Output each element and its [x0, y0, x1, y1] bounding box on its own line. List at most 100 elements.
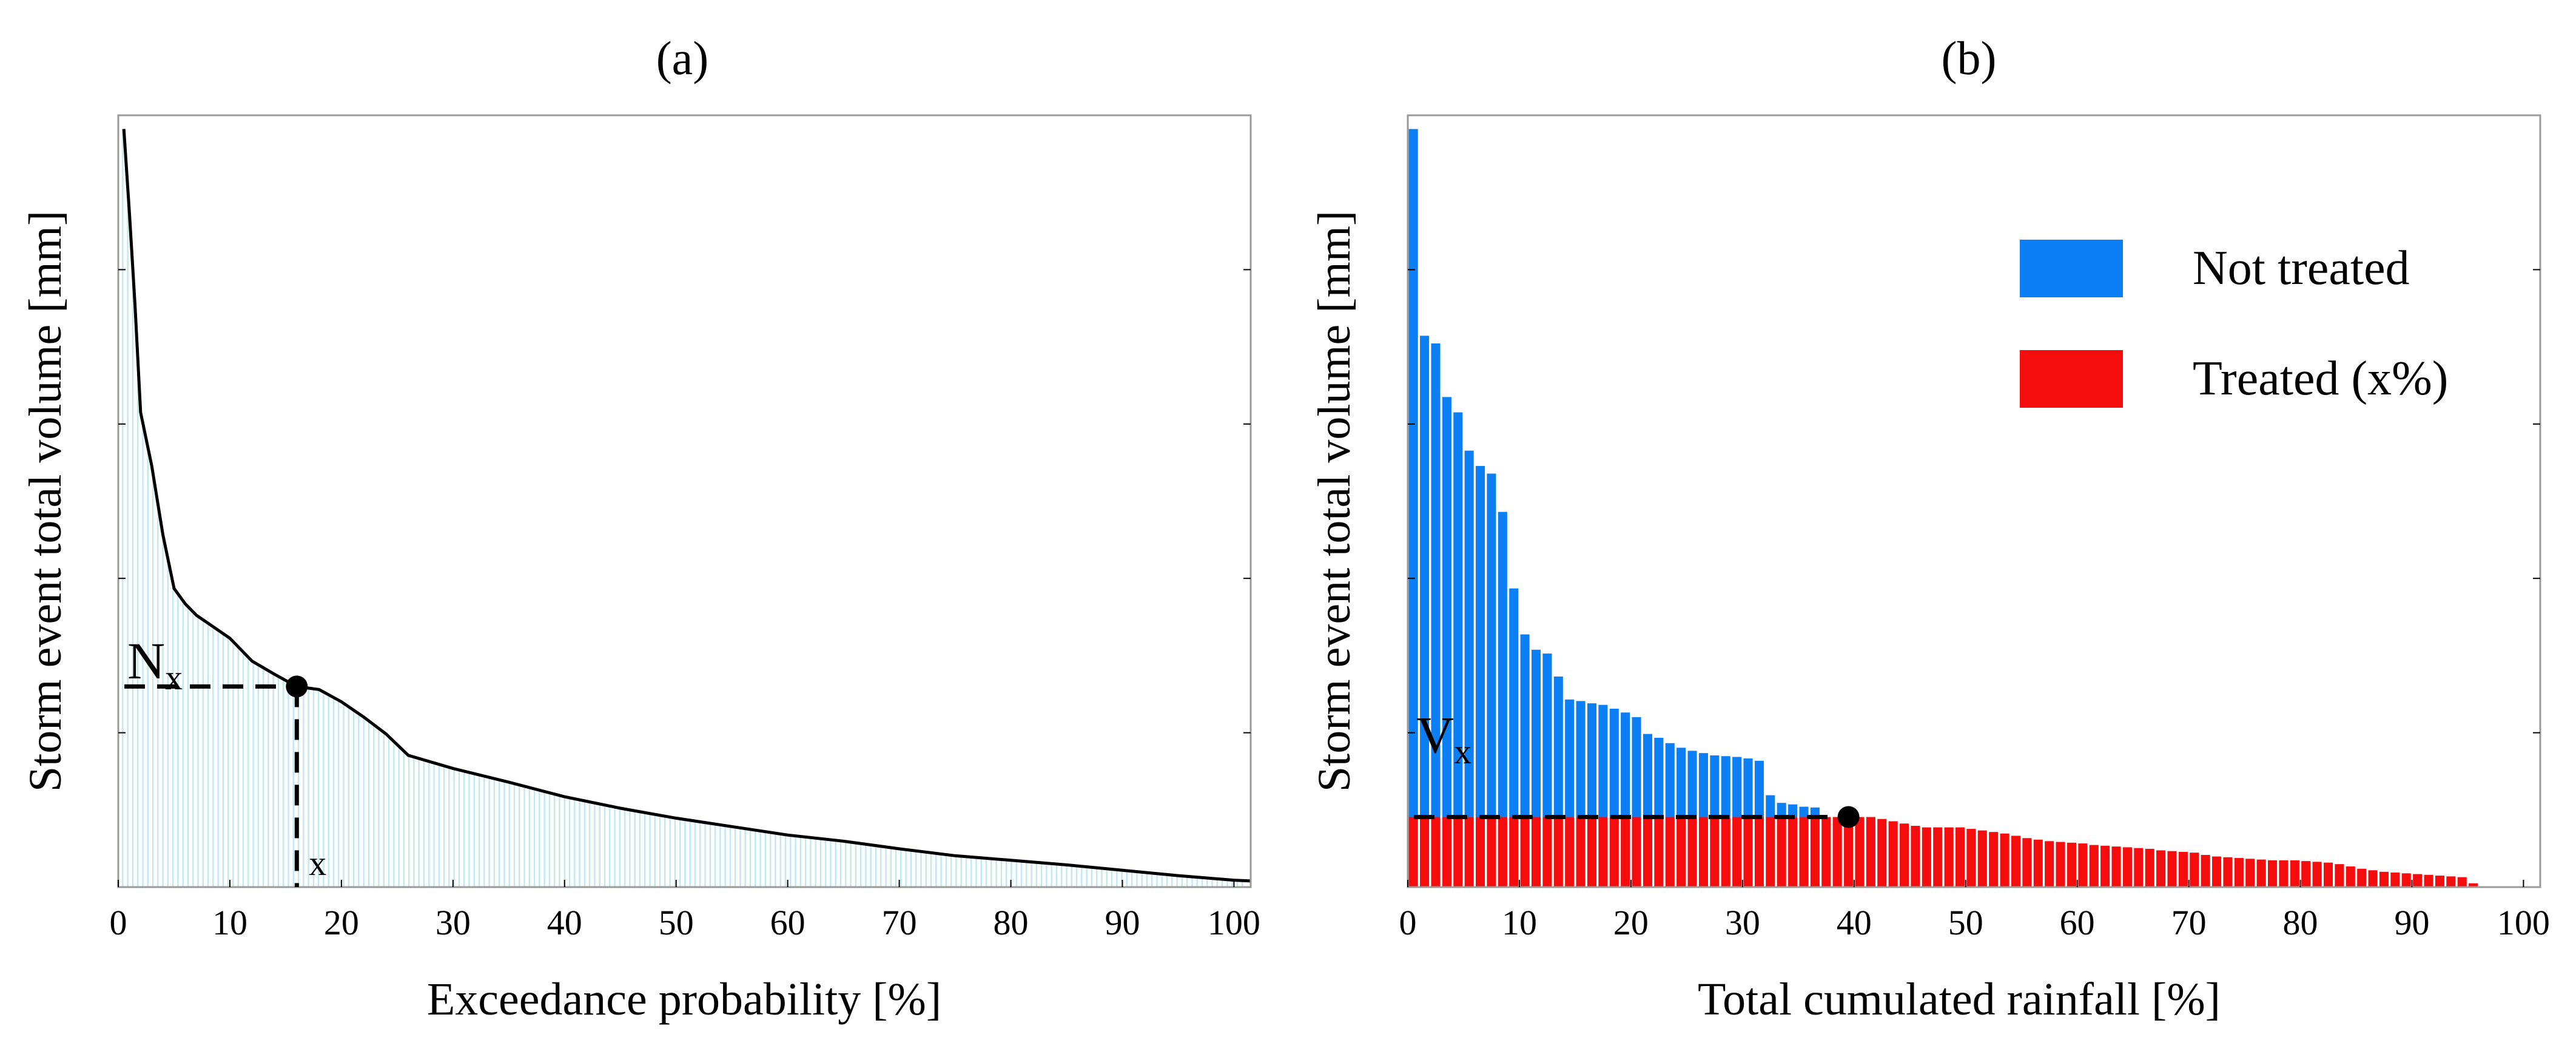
nx-label-main: N: [127, 632, 165, 690]
treated-bar-86: [2368, 870, 2378, 887]
treated-bar-92: [2435, 876, 2444, 887]
treated-bar-91: [2424, 874, 2433, 887]
not-treated-bar-5: [1464, 450, 1474, 817]
treated-bar-17: [1598, 817, 1608, 887]
treated-bar-2: [1431, 817, 1441, 887]
panel-b-title: (b): [1942, 32, 1997, 84]
treated-bar-55: [2022, 838, 2032, 887]
not-treated-bar-24: [1676, 748, 1686, 817]
treated-bar-94: [2457, 877, 2467, 887]
treated-bar-44: [1899, 823, 1909, 887]
x-tick-label-a-50: 50: [659, 903, 694, 942]
treated-bar-85: [2357, 868, 2367, 887]
treated-bar-81: [2312, 862, 2322, 887]
plot-frame-a: [117, 114, 1252, 888]
rainfall-bars: [1408, 129, 2478, 887]
x-tick-label-a-90: 90: [1105, 903, 1140, 942]
not-treated-bar-16: [1587, 703, 1597, 817]
not-treated-bar-0: [1408, 129, 1418, 817]
treated-bar-14: [1565, 817, 1575, 887]
treated-bar-88: [2390, 873, 2400, 887]
exceedance-bars: [122, 129, 1243, 887]
treated-bar-4: [1453, 817, 1463, 887]
treated-bar-74: [2234, 858, 2244, 887]
treated-bar-67: [2156, 850, 2166, 887]
x-tick-label-a-20: 20: [324, 903, 359, 942]
y-ticks-b: [1408, 269, 2540, 734]
x-tick-label-b-100: 100: [2497, 903, 2550, 942]
exceedance-curve: [122, 129, 1251, 883]
treated-bar-24: [1676, 817, 1686, 887]
x-tick-label-a-60: 60: [770, 903, 805, 942]
treated-bar-58: [2056, 842, 2065, 887]
not-treated-bar-35: [1799, 806, 1809, 817]
treated-bar-87: [2379, 871, 2389, 887]
y-axis-title-a: Storm event total volume [mm]: [20, 211, 71, 792]
not-treated-bar-14: [1565, 699, 1575, 817]
not-treated-bar-34: [1788, 804, 1798, 817]
treated-bar-61: [2089, 845, 2099, 887]
treated-bar-75: [2245, 859, 2255, 887]
not-treated-bar-7: [1487, 473, 1496, 817]
x-axis-title-b: Total cumulated rainfall [%]: [1698, 974, 2221, 1025]
treated-bar-7: [1487, 817, 1496, 887]
treated-bar-59: [2067, 842, 2076, 887]
x-tick-label-a-0: 0: [110, 903, 127, 942]
treated-bar-18: [1609, 817, 1619, 887]
not-treated-bar-32: [1766, 795, 1775, 817]
treated-bar-71: [2201, 854, 2210, 887]
treated-bar-3: [1442, 817, 1451, 887]
treated-bar-40: [1855, 817, 1865, 887]
legend-swatch-not-treated: [2020, 240, 2123, 297]
not-treated-bar-1: [1420, 336, 1430, 817]
x-tick-label-a-10: 10: [212, 903, 247, 942]
vx-label-sub: x: [1454, 732, 1471, 771]
chart-exceedance-probability: 0 10 20 30 40 50 60 70 80 90 100 Nx x Exceedance p…: [20, 114, 1260, 1025]
treated-bar-16: [1587, 817, 1597, 887]
treated-bar-42: [1877, 819, 1887, 887]
not-treated-bar-4: [1453, 412, 1463, 817]
treated-bar-66: [2145, 848, 2154, 887]
treated-bar-37: [1821, 817, 1831, 887]
x-axis-title-a: Exceedance probability [%]: [427, 974, 941, 1025]
treated-bar-84: [2346, 866, 2355, 887]
treated-bar-45: [1911, 826, 1920, 887]
not-treated-bar-9: [1509, 588, 1519, 817]
x-tick-label-b-30: 30: [1725, 903, 1760, 942]
treated-bar-15: [1576, 817, 1586, 887]
not-treated-bar-17: [1598, 704, 1608, 817]
not-treated-bar-21: [1643, 734, 1653, 817]
legend: Not treated Treated (x%): [2020, 240, 2448, 408]
x-tick-label-b-70: 70: [2171, 903, 2207, 942]
not-treated-bar-15: [1576, 701, 1586, 817]
x-tick-label-a-70: 70: [882, 903, 917, 942]
not-treated-bar-23: [1665, 743, 1675, 817]
treated-bar-34: [1788, 817, 1798, 887]
not-treated-bar-20: [1632, 717, 1641, 817]
treated-bar-38: [1832, 817, 1842, 887]
treated-bar-78: [2279, 860, 2288, 887]
vx-marker-dot: [1837, 806, 1860, 828]
not-treated-bar-30: [1743, 758, 1753, 817]
not-treated-bar-22: [1654, 737, 1664, 817]
treated-bar-1: [1420, 817, 1430, 887]
x-ticks-b: 0 10 20 30 40 50 60 70 80 90 100: [1399, 880, 2550, 942]
treated-bar-68: [2167, 851, 2177, 887]
treated-bar-93: [2446, 876, 2456, 887]
treated-bar-12: [1542, 817, 1552, 887]
not-treated-bar-36: [1810, 807, 1820, 817]
treated-bar-9: [1509, 817, 1519, 887]
treated-bar-21: [1643, 817, 1653, 887]
x-tick-label-b-80: 80: [2283, 903, 2318, 942]
treated-bar-22: [1654, 817, 1664, 887]
treated-bar-73: [2223, 857, 2233, 887]
not-treated-bar-19: [1621, 712, 1630, 817]
treated-bar-32: [1766, 817, 1775, 887]
plot-frame-b: [1407, 114, 2541, 888]
nx-marker-dot: [286, 675, 308, 698]
treated-bar-83: [2335, 864, 2344, 887]
treated-bar-20: [1632, 817, 1641, 887]
treated-bar-63: [2111, 846, 2121, 887]
treated-bar-65: [2134, 848, 2144, 887]
treated-bar-77: [2268, 860, 2278, 887]
